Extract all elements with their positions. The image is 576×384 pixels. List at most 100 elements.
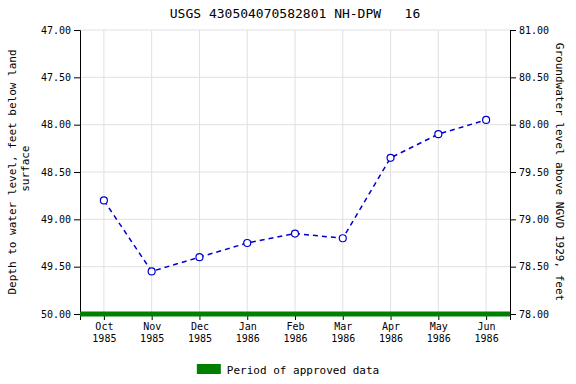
axis-line bbox=[511, 31, 517, 315]
tick-label-line: Mar bbox=[334, 321, 352, 332]
axis-line bbox=[81, 315, 511, 321]
legend-label: Period of approved data bbox=[227, 364, 379, 377]
tick: 81.00 bbox=[510, 25, 549, 36]
tick: 78.50 bbox=[510, 261, 549, 272]
tick-mark bbox=[510, 314, 516, 315]
tick-label-line: May bbox=[430, 321, 448, 332]
grid-line bbox=[295, 30, 296, 314]
tick: Oct1985 bbox=[92, 314, 116, 344]
tick-label-line: 1986 bbox=[475, 333, 499, 344]
grid-line bbox=[80, 314, 510, 315]
tick: 48.00 bbox=[41, 119, 80, 130]
y2-axis-label: Groundwater level above NGVD 1929, feet bbox=[553, 43, 566, 301]
tick-label-line: Apr bbox=[382, 321, 400, 332]
tick: 80.50 bbox=[510, 72, 549, 83]
tick: 78.00 bbox=[510, 309, 549, 320]
tick-label: Jan1986 bbox=[236, 321, 260, 344]
y-axis-label-line: Depth to water level, feet below land bbox=[6, 49, 19, 294]
tick: Apr1986 bbox=[379, 314, 403, 344]
point bbox=[435, 131, 442, 138]
grid-line bbox=[438, 30, 439, 314]
tick-label: Dec1985 bbox=[188, 321, 212, 344]
point bbox=[339, 235, 346, 242]
tick: Dec1985 bbox=[188, 314, 212, 344]
tick-mark bbox=[74, 30, 80, 31]
grid-line bbox=[390, 30, 391, 314]
tick-label: 48.00 bbox=[41, 119, 71, 130]
tick: 49.50 bbox=[41, 261, 80, 272]
legend-swatch bbox=[197, 364, 221, 374]
tick-label-line: Dec bbox=[191, 321, 209, 332]
reference-lines bbox=[80, 314, 510, 315]
tick: Nov1985 bbox=[140, 314, 164, 344]
tick-mark bbox=[510, 267, 516, 268]
tick-label-line: 1985 bbox=[140, 333, 164, 344]
tick-mark bbox=[74, 125, 80, 126]
grid-line bbox=[486, 30, 487, 314]
tick-label-line: Feb bbox=[286, 321, 304, 332]
tick-label: Feb1986 bbox=[283, 321, 307, 344]
tick-label-line: 1986 bbox=[427, 333, 451, 344]
tick-label: Nov1985 bbox=[140, 321, 164, 344]
tick-mark bbox=[74, 219, 80, 220]
axis-line bbox=[74, 31, 81, 315]
point bbox=[483, 116, 490, 123]
tick-label: 80.50 bbox=[519, 72, 549, 83]
tick-label-line: 1986 bbox=[379, 333, 403, 344]
tick-label: 50.00 bbox=[41, 309, 71, 320]
tick-label: 81.00 bbox=[519, 25, 549, 36]
tick-label: Apr1986 bbox=[379, 321, 403, 344]
y-axis-label-line: surface bbox=[19, 146, 32, 199]
point bbox=[387, 154, 394, 161]
point bbox=[148, 268, 155, 275]
tick-label: 47.50 bbox=[41, 72, 71, 83]
chart: Oct1985Nov1985Dec1985Jan1986Feb1986Mar19… bbox=[0, 0, 576, 384]
tick-label-line: 1986 bbox=[236, 333, 260, 344]
tick-label-line: 1985 bbox=[92, 333, 116, 344]
plot: Oct1985Nov1985Dec1985Jan1986Feb1986Mar19… bbox=[41, 25, 549, 344]
reference-line bbox=[80, 312, 510, 317]
tick-label: 79.50 bbox=[519, 167, 549, 178]
tick: 49.00 bbox=[41, 214, 80, 225]
tick-label: Mar1986 bbox=[331, 321, 355, 344]
grid-line bbox=[199, 30, 200, 314]
point bbox=[100, 197, 107, 204]
point bbox=[196, 254, 203, 261]
tick-mark bbox=[74, 77, 80, 78]
tick-label-line: Nov bbox=[143, 321, 161, 332]
tick-label-line: Oct bbox=[95, 321, 113, 332]
grid-line bbox=[247, 30, 248, 314]
tick: 47.00 bbox=[41, 25, 80, 36]
tick-label-line: 1986 bbox=[331, 333, 355, 344]
tick-label: 49.50 bbox=[41, 261, 71, 272]
tick: Jun1986 bbox=[475, 314, 499, 344]
line bbox=[104, 120, 486, 271]
tick-mark bbox=[74, 267, 80, 268]
tick: 50.00 bbox=[41, 309, 80, 320]
tick: Jan1986 bbox=[236, 314, 260, 344]
grid-line bbox=[103, 30, 104, 314]
legend: Period of approved data bbox=[197, 364, 379, 377]
tick-mark bbox=[510, 219, 516, 220]
tick: 79.00 bbox=[510, 214, 549, 225]
x-axis: Oct1985Nov1985Dec1985Jan1986Feb1986Mar19… bbox=[81, 314, 511, 344]
grid bbox=[80, 30, 510, 314]
tick-label: 78.50 bbox=[519, 261, 549, 272]
tick-label-line: Jan bbox=[239, 321, 257, 332]
tick: May1986 bbox=[427, 314, 451, 344]
tick-mark bbox=[74, 314, 80, 315]
tick: 80.00 bbox=[510, 119, 549, 130]
tick-label: 48.50 bbox=[41, 167, 71, 178]
tick-mark bbox=[510, 172, 516, 173]
tick-label: 49.00 bbox=[41, 214, 71, 225]
grid-line bbox=[342, 30, 343, 314]
y-axis: 47.00 47.50 48.00 48.50 49.00 49.50 50.00 bbox=[41, 25, 81, 320]
tick: Mar1986 bbox=[331, 314, 355, 344]
tick-label: 47.00 bbox=[41, 25, 71, 36]
tick: 79.50 bbox=[510, 167, 549, 178]
tick: Feb1986 bbox=[283, 314, 307, 344]
y2-axis: 81.00 80.50 80.00 79.50 79.00 78.50 78.00 bbox=[510, 25, 549, 320]
tick-label: 80.00 bbox=[519, 119, 549, 130]
series bbox=[100, 116, 489, 274]
tick-label: 78.00 bbox=[519, 309, 549, 320]
